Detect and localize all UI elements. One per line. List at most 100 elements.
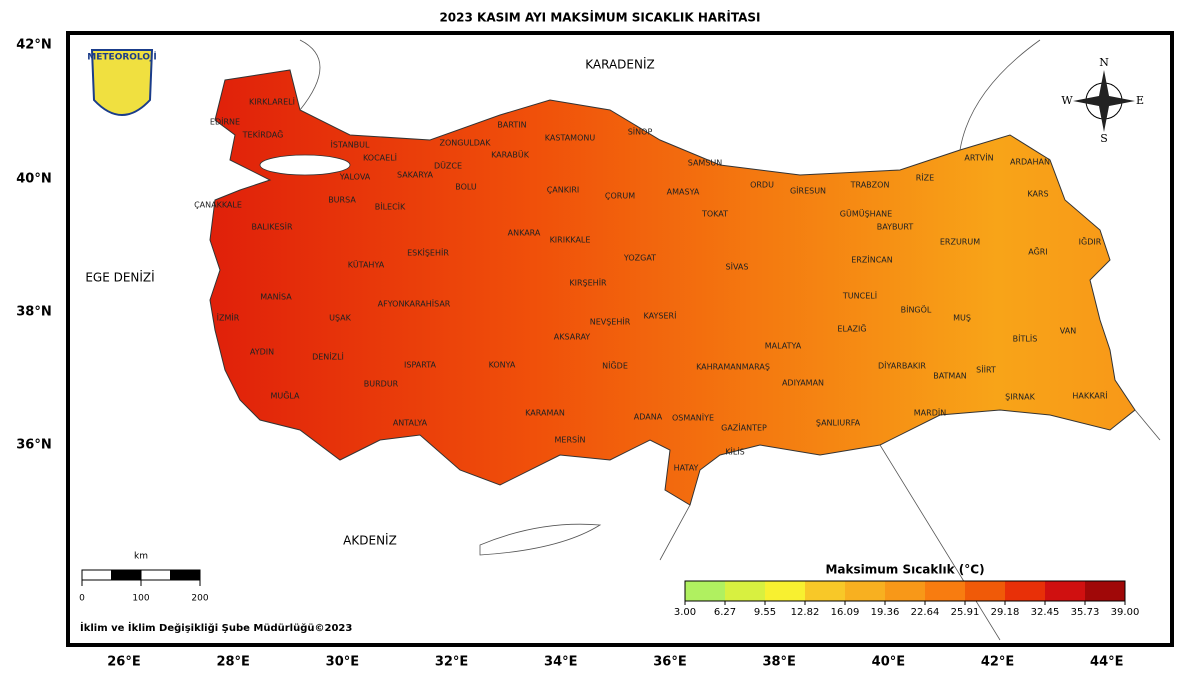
province-label: VAN — [1060, 327, 1076, 336]
province-label: TEKİRDAĞ — [242, 129, 284, 140]
province-label: KARABÜK — [491, 150, 530, 160]
province-label: KIRŞEHİR — [569, 278, 607, 288]
province-label: BATMAN — [933, 372, 967, 381]
province-label: AKSARAY — [554, 333, 591, 342]
province-label: ŞIRNAK — [1005, 393, 1035, 402]
lon-label: 36°E — [653, 655, 686, 670]
province-label: UŞAK — [329, 314, 352, 323]
province-label: AYDIN — [250, 348, 274, 357]
lat-label: 40°N — [16, 172, 51, 187]
province-label: BURSA — [328, 196, 356, 205]
province-label: MUĞLA — [270, 390, 300, 401]
logo-text: METEOROLOJİ — [87, 52, 156, 63]
province-label: IĞDIR — [1079, 236, 1102, 247]
province-label: DİYARBAKIR — [878, 361, 926, 371]
legend-swatch — [885, 581, 925, 601]
logo-shield — [90, 49, 154, 116]
province-label: KÜTAHYA — [348, 260, 385, 270]
province-label: TUNCELİ — [842, 291, 877, 301]
province-label: ORDU — [750, 181, 774, 190]
province-label: BİNGÖL — [901, 305, 932, 315]
province-label: SİİRT — [976, 365, 996, 375]
province-label: ESKİŞEHİR — [407, 248, 449, 258]
legend-tick-label: 19.36 — [871, 607, 900, 618]
turkey-shape — [209, 69, 1136, 506]
province-label: HAKKARİ — [1072, 391, 1107, 401]
province-label: BARTIN — [497, 121, 526, 130]
province-label: KAHRAMANMARAŞ — [696, 363, 770, 372]
legend-tick-label: 12.82 — [791, 607, 820, 618]
marmara-sea — [259, 154, 351, 176]
province-label: BURDUR — [364, 380, 399, 389]
scale-segment — [170, 569, 201, 581]
lon-label: 32°E — [435, 655, 468, 670]
province-label: MARDİN — [914, 408, 946, 418]
province-label: ANTALYA — [393, 419, 428, 428]
legend-tick-label: 39.00 — [1111, 607, 1140, 618]
legend-border — [684, 580, 1126, 602]
province-label: SAMSUN — [688, 159, 723, 168]
province-label: KASTAMONU — [545, 134, 596, 143]
legend-swatch — [845, 581, 885, 601]
scale-segment — [81, 569, 112, 581]
province-label: MERSİN — [555, 435, 586, 445]
lon-label: 40°E — [872, 655, 905, 670]
legend-tick-label: 9.55 — [754, 607, 776, 618]
province-label: ISPARTA — [404, 361, 436, 370]
province-label: ÇANKIRI — [547, 186, 580, 195]
province-label: BAYBURT — [877, 223, 914, 232]
scale-segment — [111, 569, 142, 581]
province-label: KIRIKKALE — [550, 236, 591, 245]
province-label: KAYSERİ — [644, 311, 677, 321]
legend-swatch — [925, 581, 965, 601]
sea-label: AKDENİZ — [343, 533, 397, 548]
province-label: NEVŞEHİR — [590, 317, 631, 327]
province-label: BOLU — [455, 183, 477, 192]
scale-segment — [140, 569, 171, 581]
legend-swatch — [965, 581, 1005, 601]
province-label: GİRESUN — [790, 186, 826, 196]
province-label: KARS — [1027, 190, 1048, 199]
province-label: OSMANİYE — [672, 413, 714, 423]
legend-swatch — [805, 581, 845, 601]
province-label: SAKARYA — [397, 171, 434, 180]
legend-swatch — [685, 581, 725, 601]
sea-label: KARADENİZ — [585, 57, 655, 72]
province-label: ADIYAMAN — [782, 379, 824, 388]
province-label: NİĞDE — [602, 360, 628, 371]
legend-swatch — [1085, 581, 1125, 601]
sea-label: EGE DENİZİ — [85, 270, 154, 285]
lon-label: 38°E — [762, 655, 795, 670]
province-label: ERZİNCAN — [851, 255, 892, 265]
credit: İklim ve İklim Değişikliği Şube Müdürlüğ… — [80, 620, 352, 634]
lat-label: 36°N — [16, 438, 51, 453]
province-label: RİZE — [916, 173, 934, 183]
province-label: MANİSA — [260, 292, 292, 302]
legend-title: Maksimum Sıcaklık (°C) — [825, 563, 984, 577]
cyprus — [479, 523, 602, 556]
coastline — [299, 39, 1161, 641]
legend-swatch — [1005, 581, 1045, 601]
lat-label: 38°N — [16, 305, 51, 320]
province-label: TOKAT — [701, 210, 728, 219]
province-label: GAZİANTEP — [721, 423, 767, 433]
legend-tick-label: 3.00 — [674, 607, 696, 618]
lon-label: 42°E — [981, 655, 1014, 670]
province-label: SİVAS — [726, 262, 749, 272]
province-label: EDİRNE — [210, 117, 240, 127]
province-label: ÇANAKKALE — [194, 201, 242, 210]
province-label: ANKARA — [508, 229, 541, 238]
province-label: DENİZLİ — [312, 352, 344, 362]
province-label: YOZGAT — [623, 254, 656, 263]
legend-tick-label: 16.09 — [831, 607, 860, 618]
compass-letter: E — [1136, 94, 1144, 107]
province-label: TRABZON — [850, 181, 890, 190]
province-label: ELAZIĞ — [837, 323, 866, 334]
legend-tick-label: 29.18 — [991, 607, 1020, 618]
compass-needle — [1073, 70, 1135, 132]
legend-swatch — [1045, 581, 1085, 601]
province-label: BİLECİK — [375, 202, 406, 212]
legend-tick-label: 35.73 — [1071, 607, 1100, 618]
lon-label: 28°E — [216, 655, 249, 670]
province-label: ADANA — [634, 413, 663, 422]
